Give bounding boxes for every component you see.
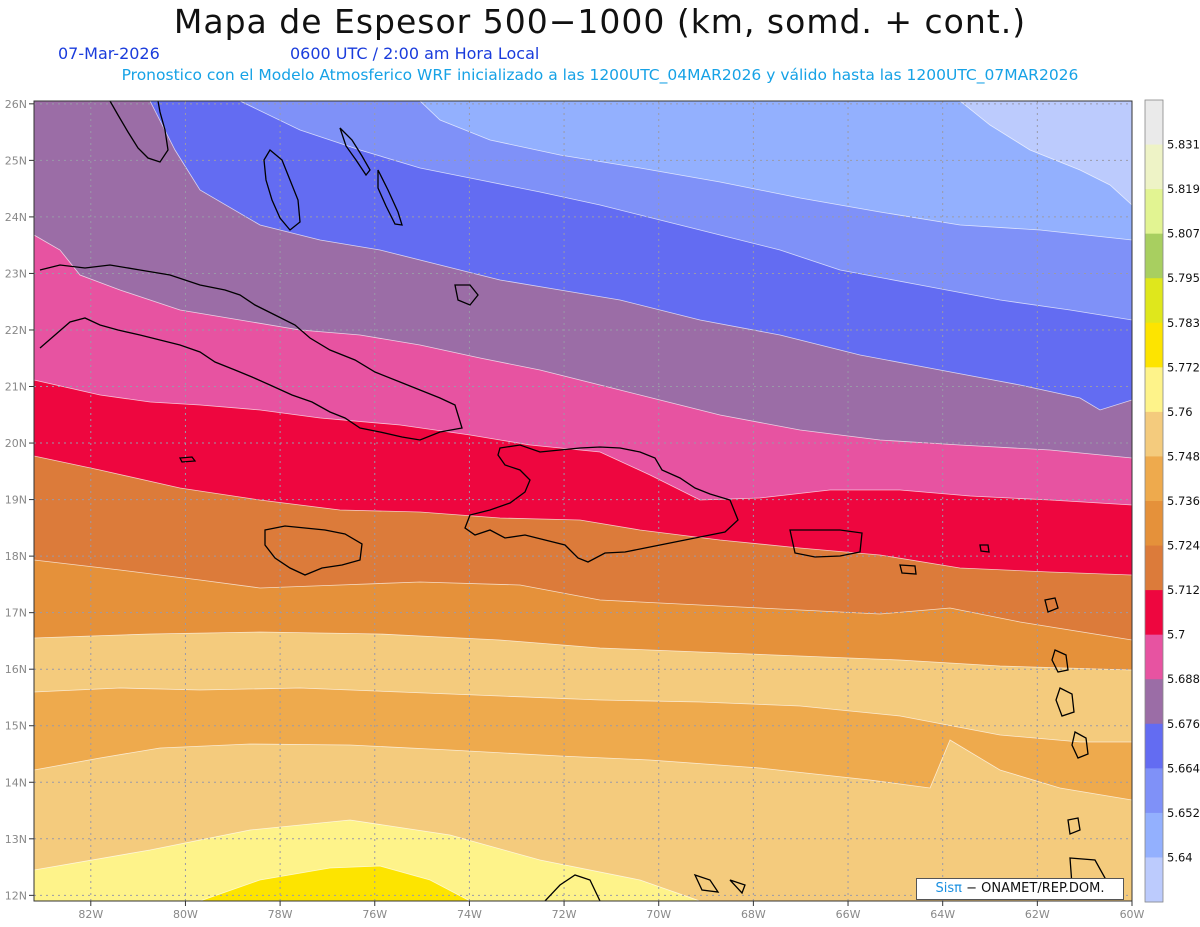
eleuthera-island [339,127,371,177]
forecast-date: 07-Mar-2026 [58,44,160,63]
colorbar-swatch [1145,411,1163,457]
colorbar-swatch [1145,322,1163,368]
credit-text: − ONAMET/REP.DOM. [961,881,1105,896]
lat-tick-label: 13N [5,833,27,846]
colorbar: 5.831 5.819 5.807 5.795 5.783 5.772 5.76 5.748 5… [1144,99,1200,903]
st-lucia-island [1071,731,1089,759]
lon-tick-label: 72W [552,908,577,921]
guadeloupe-island [1044,597,1059,613]
colorbar-label: 5.676 [1167,717,1200,731]
colorbar-label: 5.831 [1167,138,1200,152]
map-frame [33,100,1133,902]
colorbar-label: 5.64 [1167,850,1193,864]
lat-tick-label: 14N [5,776,27,789]
lon-tick-label: 80W [173,908,198,921]
map-area [34,101,1132,901]
lat-tick-label: 25N [5,154,27,167]
colorbar-frame [1144,99,1164,903]
colorbar-label: 5.795 [1167,271,1200,285]
colorbar-label: 5.7 [1167,628,1185,642]
colorbar-label: 5.807 [1167,227,1200,241]
lon-tick-label: 78W [268,908,293,921]
lon-tick-label: 60W [1120,908,1145,921]
lon-tick-label: 68W [741,908,766,921]
puerto-rico-coast [789,529,863,558]
lat-tick-label: 20N [5,437,27,450]
cuba-coast [39,264,463,441]
lon-tick-label: 74W [457,908,482,921]
long-island-bahamas [377,169,403,226]
lon-tick-label: 76W [362,908,387,921]
lon-tick-label: 62W [1025,908,1050,921]
colorbar-label: 5.688 [1167,672,1200,686]
colorbar-swatch [1145,857,1163,903]
venezuela-coast [544,874,601,901]
colorbar-swatch [1145,723,1163,769]
colorbar-swatch [1145,768,1163,814]
colorbar-swatch [1145,812,1163,858]
cayman-island [178,456,197,463]
lat-tick-label: 12N [5,889,27,902]
band-5628 [34,101,1132,206]
lat-tick-label: 23N [5,267,27,280]
grenadines-islands [1067,817,1081,835]
forecast-time: 0600 UTC / 2:00 am Hora Local [290,44,540,63]
lat-tick-label: 24N [5,211,27,224]
lat-tick-label: 26N [5,98,27,111]
band-5640 [34,101,1132,241]
colorbar-swatch [1145,501,1163,547]
colorbar-label: 5.772 [1167,360,1200,374]
lon-tick-label: 82W [78,908,103,921]
colorbar-label: 5.712 [1167,583,1200,597]
lon-tick-label: 64W [930,908,955,921]
lat-tick-label: 17N [5,607,27,620]
andros-island [263,149,301,231]
colorbar-label: 5.664 [1167,761,1200,775]
colorbar-swatch [1145,100,1163,146]
virgin-islands [899,544,990,575]
lat-tick-label: 21N [5,381,27,394]
colorbar-label: 5.736 [1167,494,1200,508]
colorbar-swatch [1145,233,1163,279]
band-5772 [34,865,1132,901]
colorbar-swatch [1145,456,1163,502]
colorbar-swatch [1145,367,1163,413]
lat-tick-label: 15N [5,720,27,733]
dominica-island [1051,649,1069,673]
lon-tick-label: 66W [836,908,861,921]
colorbar-swatch [1145,545,1163,591]
colorbar-swatch [1145,189,1163,235]
inagua-island [454,284,479,306]
lat-tick-label: 16N [5,663,27,676]
martinique-island [1055,687,1075,717]
coastlines [39,101,1106,901]
axis-ticks: 82W 80W 78W 76W 74W 72W 70W 68W 66W 64W 62W 60W 26N 2… [5,98,1145,921]
credit-box: Sisπ − ONAMET/REP.DOM. [916,878,1124,900]
forecast-subtitle: Pronostico con el Modelo Atmosferico WRF… [121,66,1079,84]
colorbar-label: 5.783 [1167,316,1200,330]
colorbar-label: 5.819 [1167,182,1200,196]
jamaica-coast [264,525,363,576]
colorbar-label: 5.76 [1167,405,1193,419]
colorbar-swatch [1145,679,1163,725]
lat-tick-label: 18N [5,550,27,563]
curacao-aruba-islands [693,873,746,895]
hispaniola-coast [464,444,739,563]
lat-lon-grid [34,101,1132,901]
thickness-bands [34,101,1132,901]
colorbar-swatch [1145,144,1163,190]
colorbar-label: 5.748 [1167,449,1200,463]
sispi-logo: Sisπ [935,881,962,896]
map-title: Mapa de Espesor 500−1000 (km, somd. + co… [173,2,1027,41]
lat-tick-label: 19N [5,494,27,507]
colorbar-swatch [1145,590,1163,636]
colorbar-swatch [1145,278,1163,324]
colorbar-swatch [1145,634,1163,680]
lon-tick-label: 70W [646,908,671,921]
lat-tick-label: 22N [5,324,27,337]
colorbar-label: 5.652 [1167,806,1200,820]
colorbar-label: 5.724 [1167,539,1200,553]
florida-coast [109,101,169,163]
